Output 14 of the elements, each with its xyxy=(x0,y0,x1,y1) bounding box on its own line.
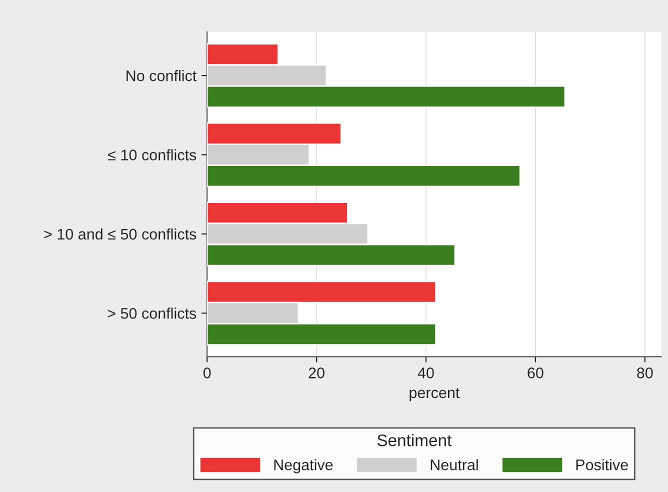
x-tick-label: 0 xyxy=(203,368,211,378)
x-axis-title: percent xyxy=(410,388,460,402)
x-tick-label: 40 xyxy=(418,368,434,378)
legend-label: Neutral xyxy=(430,459,478,470)
x-tick-label: 20 xyxy=(308,368,324,378)
legend-title: Sentiment xyxy=(377,434,452,446)
y-tick-label: No conflict xyxy=(126,70,197,82)
legend-label: Negative xyxy=(274,459,333,474)
x-tick-label: 60 xyxy=(528,368,544,378)
x-tick-label: 80 xyxy=(637,368,653,378)
y-tick-label: > 10 and ≤ 50 conflicts xyxy=(44,228,196,240)
y-tick-label: ≤ 10 conflicts xyxy=(108,149,196,160)
y-tick-label: > 50 conflicts xyxy=(108,308,196,319)
legend-label: Positive xyxy=(576,459,628,470)
